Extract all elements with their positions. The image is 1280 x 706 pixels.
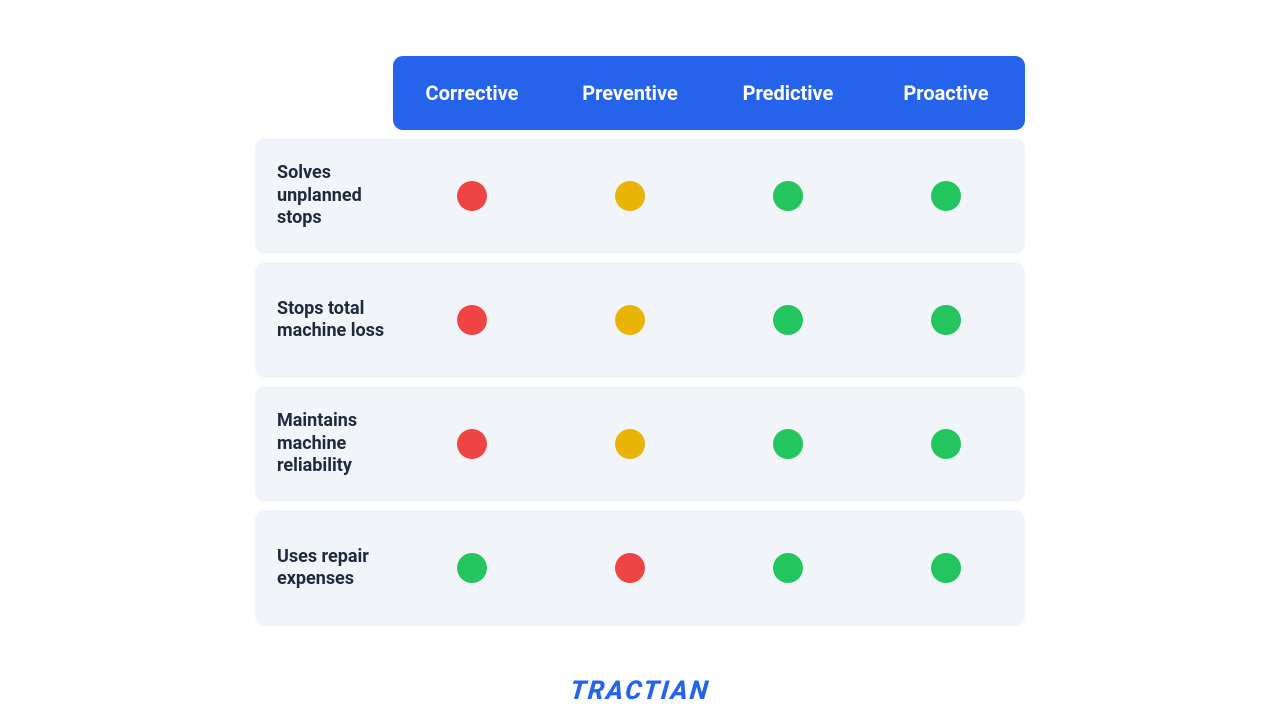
status-dot-red: [457, 181, 487, 211]
status-cell: [393, 181, 551, 211]
table-row: Uses repair expenses: [255, 510, 1025, 626]
row-label: Maintains machine reliability: [255, 410, 393, 478]
brand-logo: TRACTIAN: [253, 676, 1026, 706]
status-dot-red: [457, 305, 487, 335]
status-cell: [551, 181, 709, 211]
status-cell: [551, 553, 709, 583]
status-cell: [867, 429, 1025, 459]
status-dot-green: [931, 429, 961, 459]
status-dot-green: [931, 305, 961, 335]
status-cell: [393, 429, 551, 459]
status-cell: [551, 305, 709, 335]
table-row: Solves unplanned stops: [255, 138, 1025, 254]
status-dot-yellow: [615, 305, 645, 335]
status-dot-red: [457, 429, 487, 459]
status-cell: [393, 553, 551, 583]
status-dot-green: [931, 181, 961, 211]
status-cell: [709, 181, 867, 211]
status-dot-red: [615, 553, 645, 583]
table-row: Maintains machine reliability: [255, 386, 1025, 502]
status-cell: [709, 429, 867, 459]
status-dot-green: [773, 553, 803, 583]
status-cell: [867, 305, 1025, 335]
row-label: Uses repair expenses: [255, 546, 393, 591]
status-cell: [393, 305, 551, 335]
status-cell: [867, 553, 1025, 583]
status-dot-yellow: [615, 181, 645, 211]
status-dot-green: [773, 181, 803, 211]
comparison-table: CorrectivePreventivePredictiveProactiveS…: [255, 0, 1025, 706]
row-label: Solves unplanned stops: [255, 162, 393, 230]
column-header: Predictive: [709, 81, 867, 105]
status-cell: [867, 181, 1025, 211]
status-dot-green: [457, 553, 487, 583]
row-label: Stops total machine loss: [255, 298, 393, 343]
column-header: Preventive: [551, 81, 709, 105]
status-cell: [709, 305, 867, 335]
status-dot-yellow: [615, 429, 645, 459]
column-header: Corrective: [393, 81, 551, 105]
header-row: CorrectivePreventivePredictiveProactive: [393, 56, 1025, 130]
header-spacer: [255, 56, 393, 130]
column-header: Proactive: [867, 81, 1025, 105]
status-cell: [551, 429, 709, 459]
status-dot-green: [931, 553, 961, 583]
table-row: Stops total machine loss: [255, 262, 1025, 378]
status-dot-green: [773, 429, 803, 459]
status-dot-green: [773, 305, 803, 335]
status-cell: [709, 553, 867, 583]
